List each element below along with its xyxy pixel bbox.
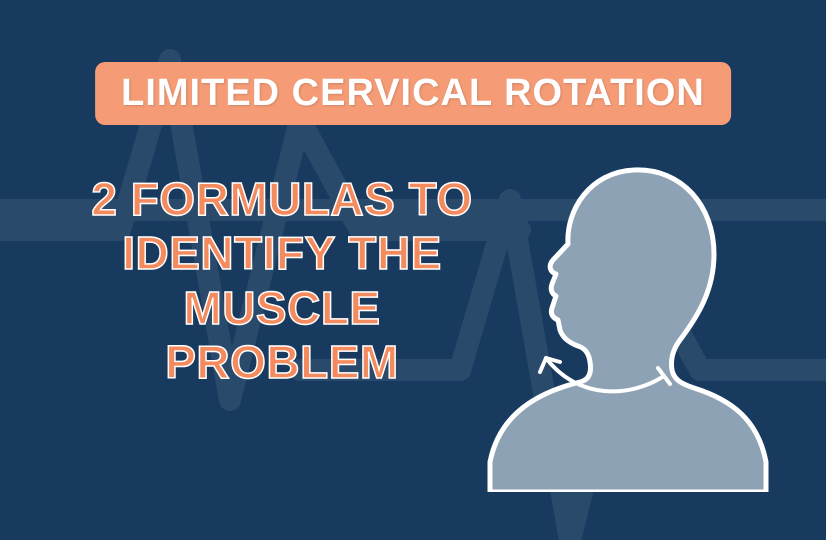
silhouette-path	[490, 170, 766, 492]
title-pill: LIMITED CERVICAL ROTATION	[95, 62, 731, 125]
head-silhouette	[470, 162, 770, 492]
subtitle-text: 2 FORMULAS TO IDENTIFY THE MUSCLE PROBLE…	[82, 172, 482, 389]
